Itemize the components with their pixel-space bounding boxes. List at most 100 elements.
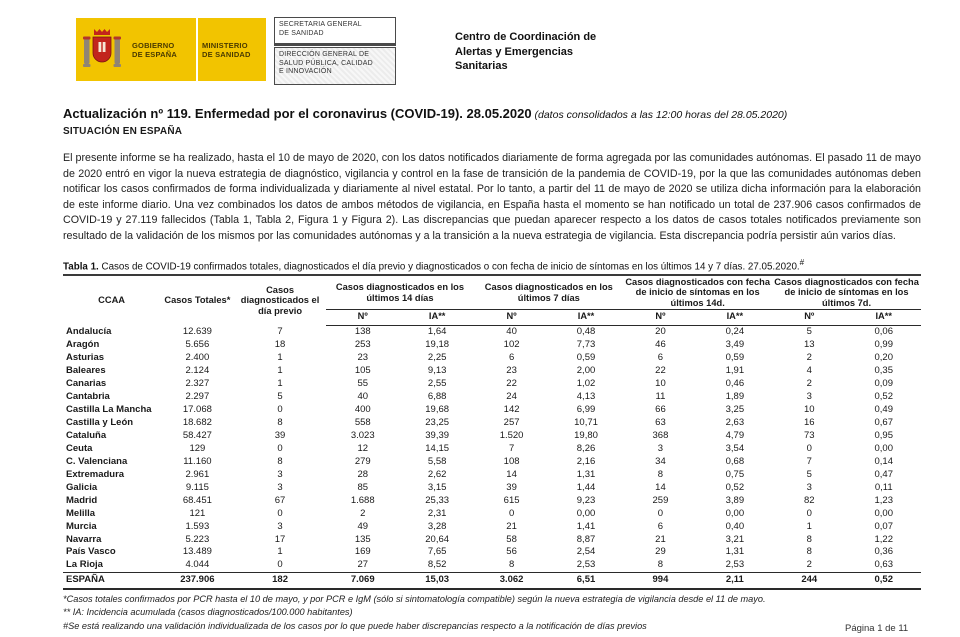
value-cell: 17 bbox=[274, 533, 286, 545]
value-cell: 21 bbox=[506, 520, 517, 532]
value-cell: 7,73 bbox=[576, 338, 596, 350]
value-cell: 66 bbox=[655, 403, 666, 415]
value-cell: 3,15 bbox=[427, 481, 447, 493]
value-cell: 14 bbox=[506, 468, 517, 480]
value-cell: 7 bbox=[508, 442, 515, 454]
report-title-note: (datos consolidados a las 12:00 horas de… bbox=[531, 109, 788, 121]
value-cell: 3 bbox=[806, 390, 812, 402]
ministerio-label-cell: MINISTERIO DE SANIDAD bbox=[198, 18, 266, 81]
value-cell: 58.427 bbox=[182, 429, 212, 441]
intro-paragraph: El presente informe se ha realizado, has… bbox=[63, 152, 921, 242]
value-cell: 40 bbox=[506, 326, 517, 338]
value-cell: 0,36 bbox=[874, 546, 894, 558]
value-cell: 5 bbox=[806, 468, 812, 480]
subcol-n: Nº bbox=[325, 309, 400, 326]
value-cell: 39,39 bbox=[425, 429, 450, 441]
value-cell: 7.069 bbox=[325, 572, 400, 590]
value-cell: 23 bbox=[357, 351, 369, 363]
table-caption-footnote-mark: # bbox=[799, 257, 805, 267]
value-cell: 3,28 bbox=[427, 520, 447, 532]
secretaria-general-box: SECRETARIA GENERAL DE SANIDAD bbox=[274, 17, 396, 46]
footnote-validacion: #Se está realizando una validación indiv… bbox=[63, 620, 647, 631]
value-cell: 14,15 bbox=[425, 442, 450, 454]
value-cell: 3,21 bbox=[725, 533, 745, 545]
table-row: Murcia 1.593 3 49 3,28 21 1,41 6 0,40 1 0,07 bbox=[63, 520, 921, 533]
value-cell: 19,68 bbox=[425, 403, 450, 415]
value-cell: 19,80 bbox=[574, 429, 598, 441]
value-cell: 0,75 bbox=[725, 468, 745, 480]
table-row: Castilla y León 18.682 8 558 23,25 257 10,71 63… bbox=[63, 417, 921, 430]
col-casos-totales: Casos Totales* bbox=[164, 295, 231, 306]
value-cell: 8 bbox=[806, 546, 812, 558]
value-cell: 2.961 bbox=[185, 468, 210, 480]
ccaa-name-cell: Melilla bbox=[66, 507, 96, 519]
value-cell: 24 bbox=[506, 390, 517, 402]
ccaa-name-cell: País Vasco bbox=[66, 546, 116, 558]
value-cell: 121 bbox=[189, 507, 206, 519]
value-cell: 1,64 bbox=[427, 326, 447, 338]
value-cell: 0,95 bbox=[874, 429, 894, 441]
value-cell: 5.223 bbox=[185, 533, 210, 545]
value-cell: 82 bbox=[804, 494, 815, 506]
value-cell: 0,59 bbox=[576, 351, 596, 363]
value-cell: 40 bbox=[357, 390, 369, 402]
value-cell: 0,00 bbox=[874, 442, 894, 454]
value-cell: 0,52 bbox=[725, 481, 745, 493]
value-cell: 2.400 bbox=[185, 351, 210, 363]
value-cell: 12 bbox=[357, 442, 369, 454]
value-cell: 67 bbox=[274, 494, 286, 506]
value-cell: 0 bbox=[657, 507, 664, 519]
value-cell: 6,88 bbox=[427, 390, 447, 402]
table-row: País Vasco 13.489 1 169 7,65 56 2,54 29 1,31 8 0,3… bbox=[63, 546, 921, 559]
value-cell: 11.160 bbox=[183, 455, 212, 467]
value-cell: 0,48 bbox=[576, 326, 596, 338]
value-cell: 6 bbox=[657, 520, 664, 532]
value-cell: 1 bbox=[277, 546, 283, 558]
value-cell: 244 bbox=[772, 572, 847, 590]
value-cell: 55 bbox=[357, 377, 369, 389]
value-cell: 0 bbox=[806, 442, 812, 454]
value-cell: 2,62 bbox=[427, 468, 447, 480]
value-cell: 1,22 bbox=[874, 533, 894, 545]
value-cell: 102 bbox=[503, 338, 520, 350]
ccaa-name-cell: Andalucía bbox=[66, 325, 112, 337]
table-body: Andalucía 12.639 7 138 1,64 40 0,48 20 0,24 5 0,06… bbox=[63, 325, 921, 590]
value-cell: 2,63 bbox=[725, 416, 745, 428]
value-cell: 105 bbox=[354, 364, 371, 376]
value-cell: 2,53 bbox=[725, 559, 745, 571]
value-cell: 8,26 bbox=[576, 442, 596, 454]
value-cell: 0,67 bbox=[874, 416, 894, 428]
value-cell: 7 bbox=[277, 325, 283, 337]
covid-cases-table: CCAA Casos Totales* Casos diagnosticados… bbox=[63, 273, 921, 590]
ccaa-name-cell: Extremadura bbox=[66, 468, 125, 480]
value-cell: 4.044 bbox=[185, 559, 210, 571]
value-cell: 3 bbox=[806, 481, 812, 493]
value-cell: 5 bbox=[806, 326, 812, 338]
value-cell: 1 bbox=[277, 364, 283, 376]
value-cell: 615 bbox=[503, 494, 520, 506]
value-cell: 0,20 bbox=[874, 351, 894, 363]
group-ultimos-7-dias: Casos diagnosticados en los últimos 7 dí… bbox=[474, 274, 624, 311]
value-cell: 3.062 bbox=[474, 572, 549, 590]
value-cell: 9.115 bbox=[185, 481, 209, 493]
value-cell: 8,87 bbox=[576, 533, 596, 545]
value-cell: 2.124 bbox=[185, 364, 210, 376]
value-cell: 18.682 bbox=[182, 416, 212, 428]
value-cell: 2,53 bbox=[576, 559, 596, 571]
value-cell: 68.451 bbox=[182, 494, 212, 506]
document-content: Actualización nº 119. Enfermedad por el … bbox=[63, 106, 921, 633]
value-cell: 0,40 bbox=[725, 520, 745, 532]
value-cell: 2,54 bbox=[576, 546, 596, 558]
value-cell: 22 bbox=[655, 364, 666, 376]
value-cell: 9,13 bbox=[427, 364, 447, 376]
value-cell: 3,89 bbox=[725, 494, 745, 506]
value-cell: 169 bbox=[354, 546, 371, 558]
value-cell: 2,25 bbox=[427, 351, 447, 363]
value-cell: 0,68 bbox=[725, 455, 745, 467]
value-cell: 63 bbox=[655, 416, 666, 428]
subcol-n: Nº bbox=[772, 309, 847, 326]
table-row: Ceuta 129 0 12 14,15 7 8,26 3 3,54 0 0,00 bbox=[63, 443, 921, 456]
ccaa-name-cell: Castilla La Mancha bbox=[66, 403, 152, 415]
ccaa-name-cell: ESPAÑA bbox=[63, 572, 161, 590]
value-cell: 0,11 bbox=[874, 481, 893, 493]
